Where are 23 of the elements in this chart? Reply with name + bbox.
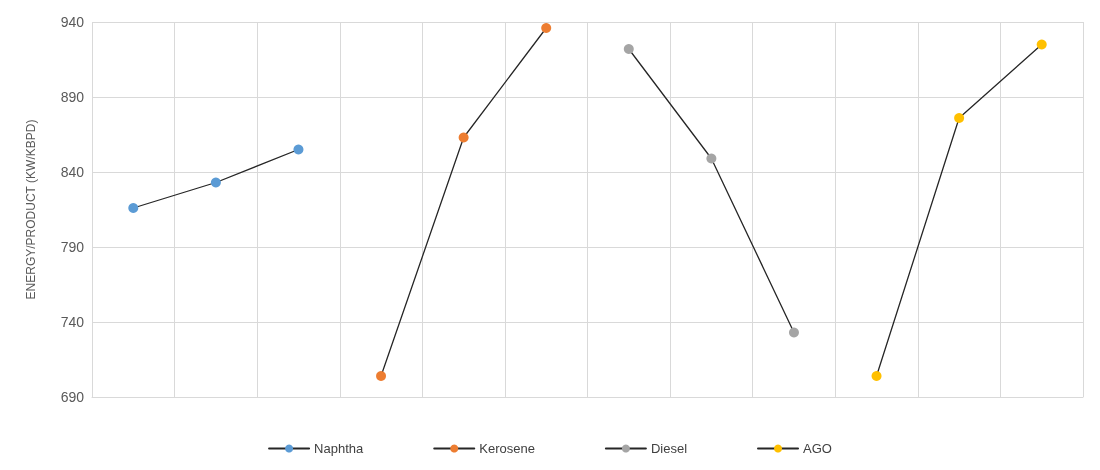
y-tick-label: 790 [60, 239, 85, 255]
legend-label: AGO [803, 441, 832, 456]
point [871, 371, 882, 381]
point [541, 23, 552, 33]
point [706, 153, 717, 164]
legend-label: Kerosene [479, 441, 535, 456]
point [293, 144, 304, 155]
point [210, 177, 221, 188]
point [376, 371, 387, 381]
y-tick-label: 740 [60, 314, 85, 330]
point [623, 44, 634, 54]
legend-label: Naphtha [314, 441, 365, 456]
y-tick-label: 690 [60, 389, 85, 405]
point [458, 132, 469, 143]
legend-label: Diesel [650, 441, 688, 456]
y-axis-title: ENERGY/PRODUCT (KW/KBPD) [24, 119, 38, 300]
point [1036, 39, 1047, 50]
y-tick-label: 890 [60, 89, 85, 105]
point [788, 327, 799, 338]
point [128, 203, 139, 213]
y-tick-label: 940 [60, 14, 85, 30]
point [954, 113, 965, 123]
y-tick-label: 840 [60, 164, 85, 180]
